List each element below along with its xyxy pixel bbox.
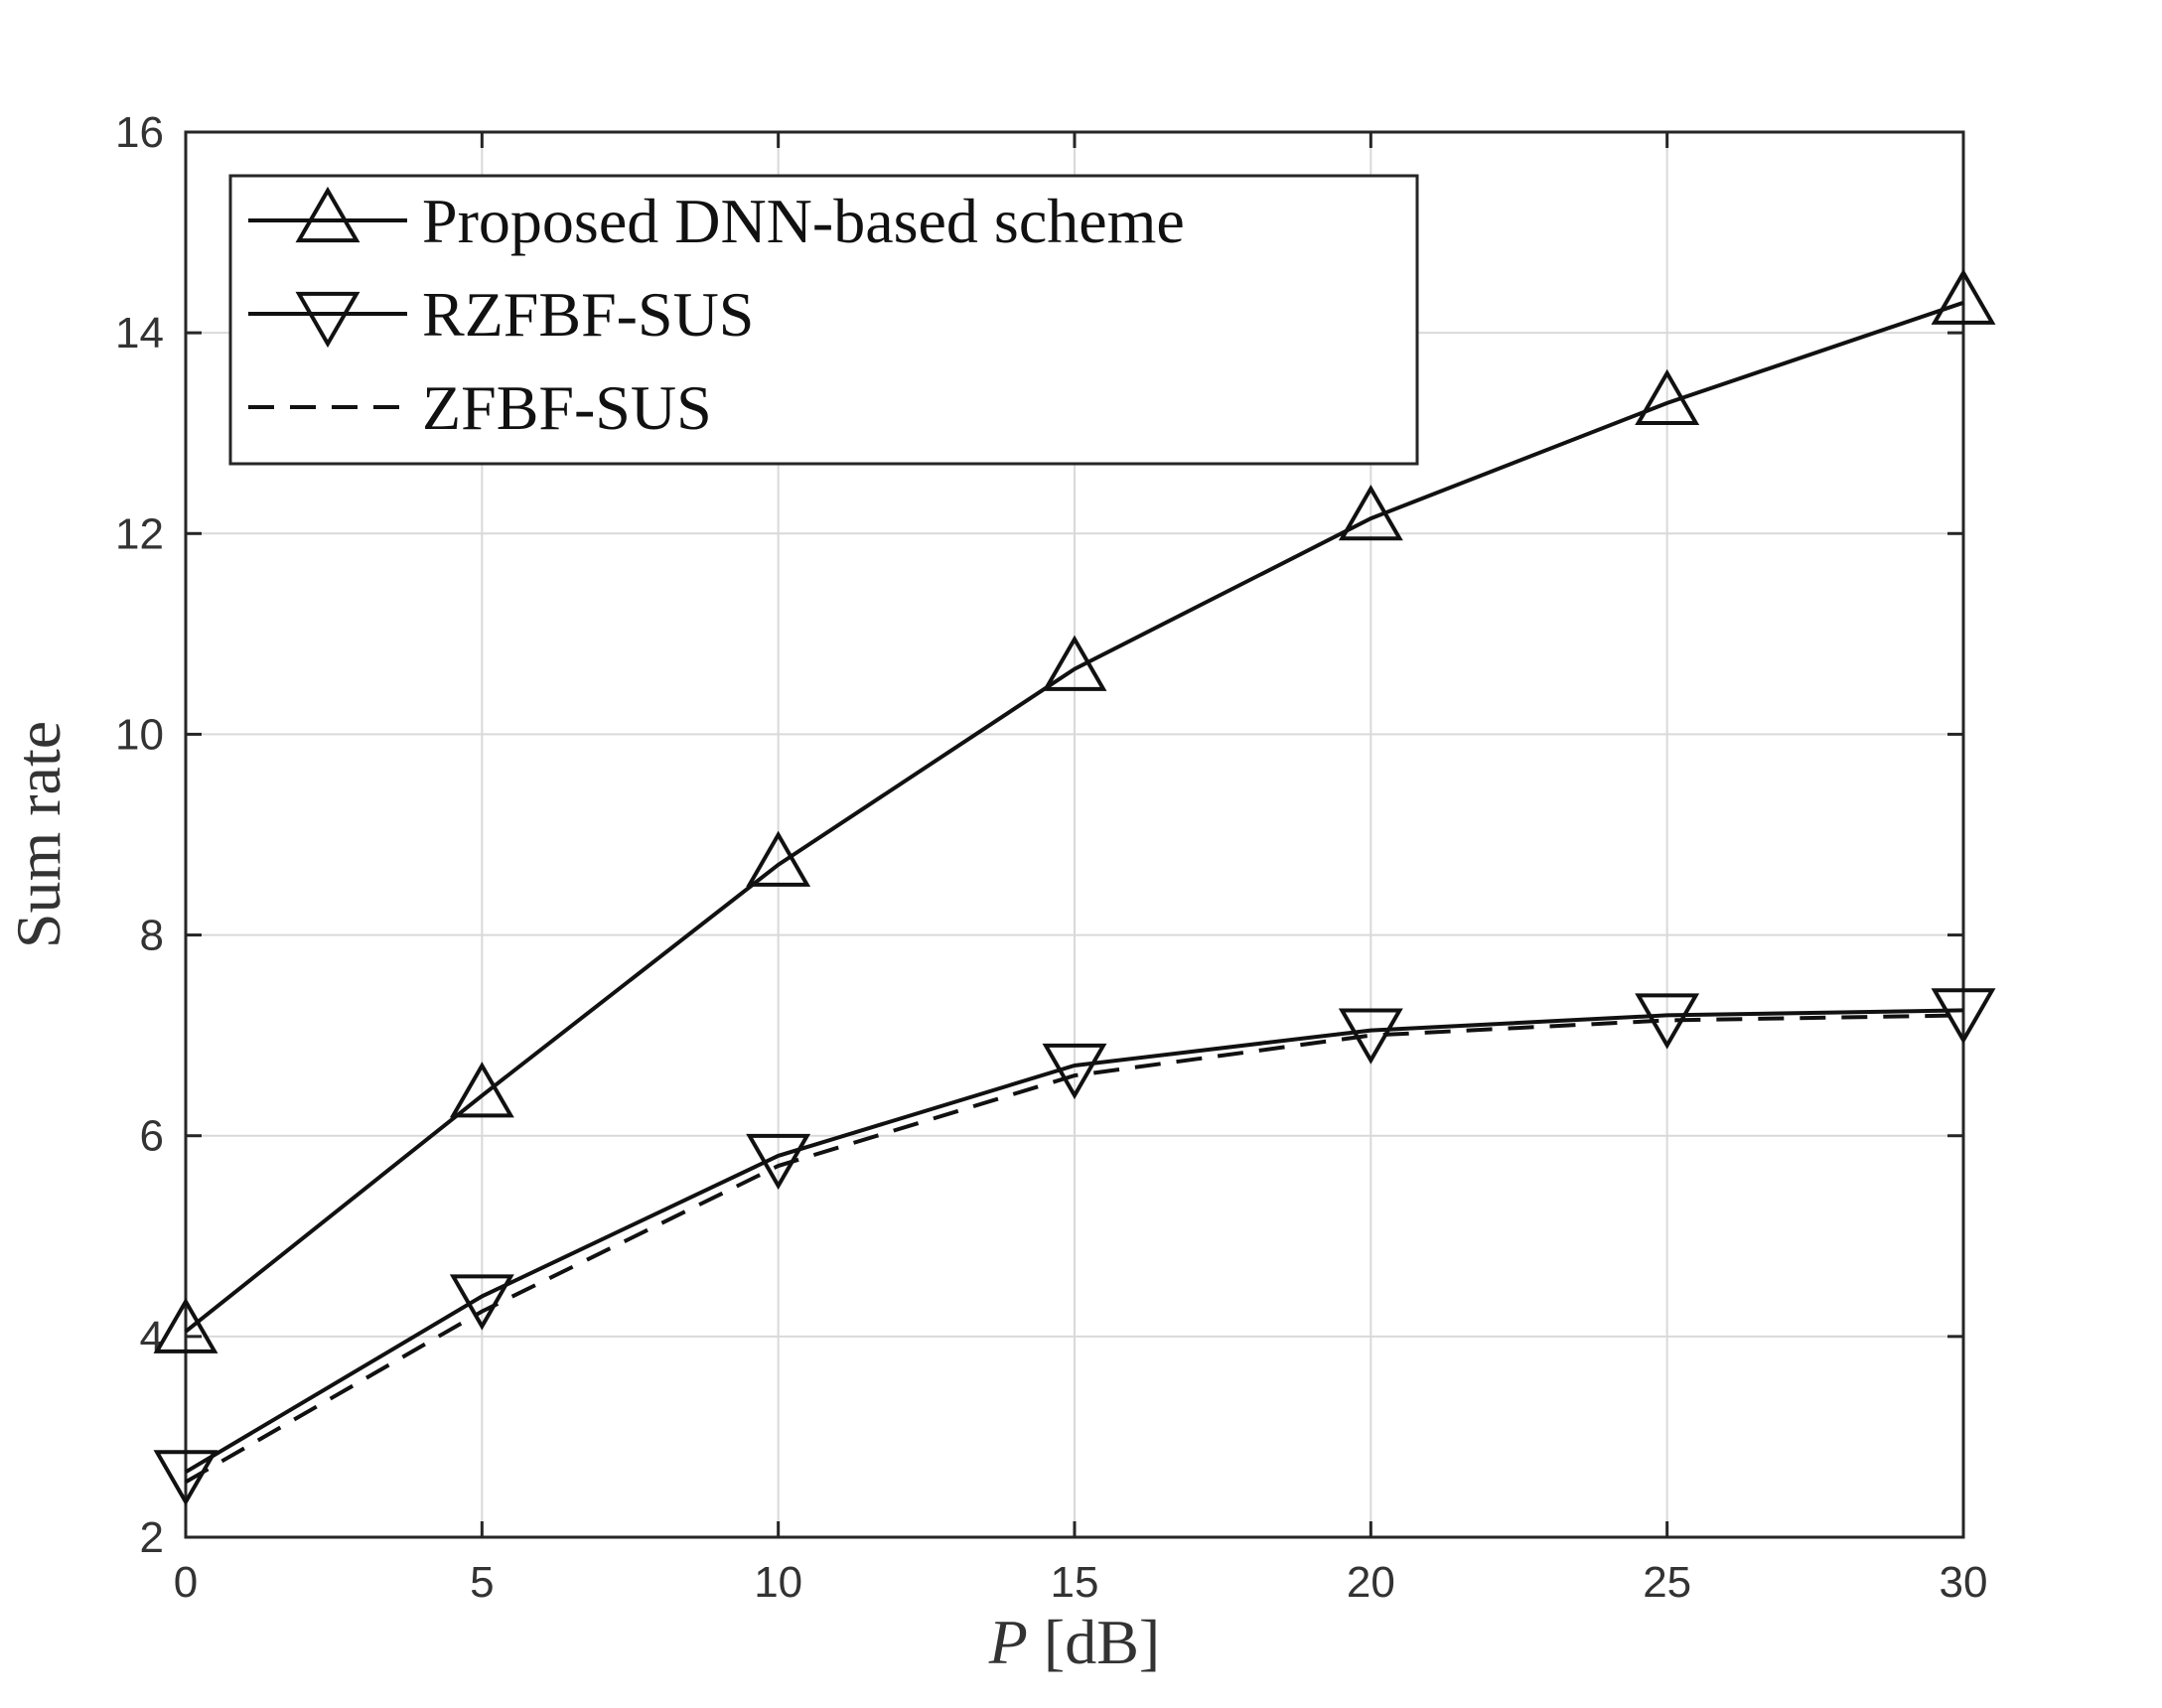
x-tick-label: 20 <box>1347 1558 1395 1607</box>
series-group <box>153 268 1996 1506</box>
series-line-zfbf-sus <box>185 1013 1964 1485</box>
legend-label: Proposed DNN-based scheme <box>422 186 1185 256</box>
x-tick-label: 15 <box>1051 1558 1099 1607</box>
x-tick-label: 30 <box>1940 1558 1988 1607</box>
data-point-rzfbf-sus <box>1042 1043 1107 1100</box>
data-point-rzfbf-sus <box>1338 1008 1403 1065</box>
legend-entry: RZFBF-SUS <box>248 279 754 350</box>
data-point-proposed-dnn-based-scheme <box>1931 268 1996 325</box>
y-axis-label: Sum rate <box>3 721 73 948</box>
legend-marker <box>295 186 360 243</box>
y-tick-label: 2 <box>140 1513 164 1562</box>
x-tick-label: 10 <box>754 1558 802 1607</box>
legend-entry: ZFBF-SUS <box>248 372 712 443</box>
legend-entry: Proposed DNN-based scheme <box>248 186 1185 256</box>
data-point-proposed-dnn-based-scheme <box>153 1297 218 1353</box>
data-point-proposed-dnn-based-scheme <box>1338 484 1403 541</box>
legend-label: RZFBF-SUS <box>422 279 754 350</box>
y-tick-label: 8 <box>140 912 164 960</box>
axis-ticks: 0 5 10 15 20 25 30 2 4 6 8 10 12 14 16 <box>115 108 1987 1607</box>
data-point-proposed-dnn-based-scheme <box>1635 368 1700 425</box>
series-line-rzfbf-sus <box>184 1008 1964 1475</box>
data-point-rzfbf-sus <box>449 1274 514 1331</box>
x-axis-label-variable: P <box>988 1607 1028 1677</box>
x-axis-label-unit: [dB] <box>1028 1607 1160 1677</box>
legend: Proposed DNN-based scheme RZFBF-SUS ZFBF-S… <box>228 174 1419 466</box>
series-rzfbf-sus <box>153 988 1996 1506</box>
series-line-proposed-dnn-based-scheme <box>184 300 1964 1334</box>
y-tick-label: 16 <box>115 108 164 157</box>
legend-marker <box>295 291 360 349</box>
data-point-rzfbf-sus <box>746 1133 811 1191</box>
y-tick-label: 6 <box>140 1112 164 1161</box>
data-point-rzfbf-sus <box>1931 988 1996 1045</box>
x-tick-label: 0 <box>174 1558 198 1607</box>
legend-box <box>228 174 1419 466</box>
data-point-proposed-dnn-based-scheme <box>449 1062 514 1118</box>
series-zfbf-sus <box>185 1013 1964 1485</box>
y-tick-label: 4 <box>140 1313 164 1361</box>
data-point-rzfbf-sus <box>1635 993 1700 1050</box>
legend-label: ZFBF-SUS <box>422 372 712 443</box>
y-tick-label: 10 <box>115 710 164 759</box>
data-point-rzfbf-sus <box>153 1450 218 1506</box>
x-axis-label: P [dB] <box>988 1607 1160 1677</box>
y-tick-label: 14 <box>115 309 164 357</box>
data-point-proposed-dnn-based-scheme <box>746 830 811 887</box>
series-proposed-dnn-based-scheme <box>153 268 1996 1353</box>
x-tick-label: 25 <box>1643 1558 1691 1607</box>
y-tick-label: 12 <box>115 509 164 558</box>
data-point-proposed-dnn-based-scheme <box>1042 635 1107 691</box>
x-tick-label: 5 <box>470 1558 494 1607</box>
